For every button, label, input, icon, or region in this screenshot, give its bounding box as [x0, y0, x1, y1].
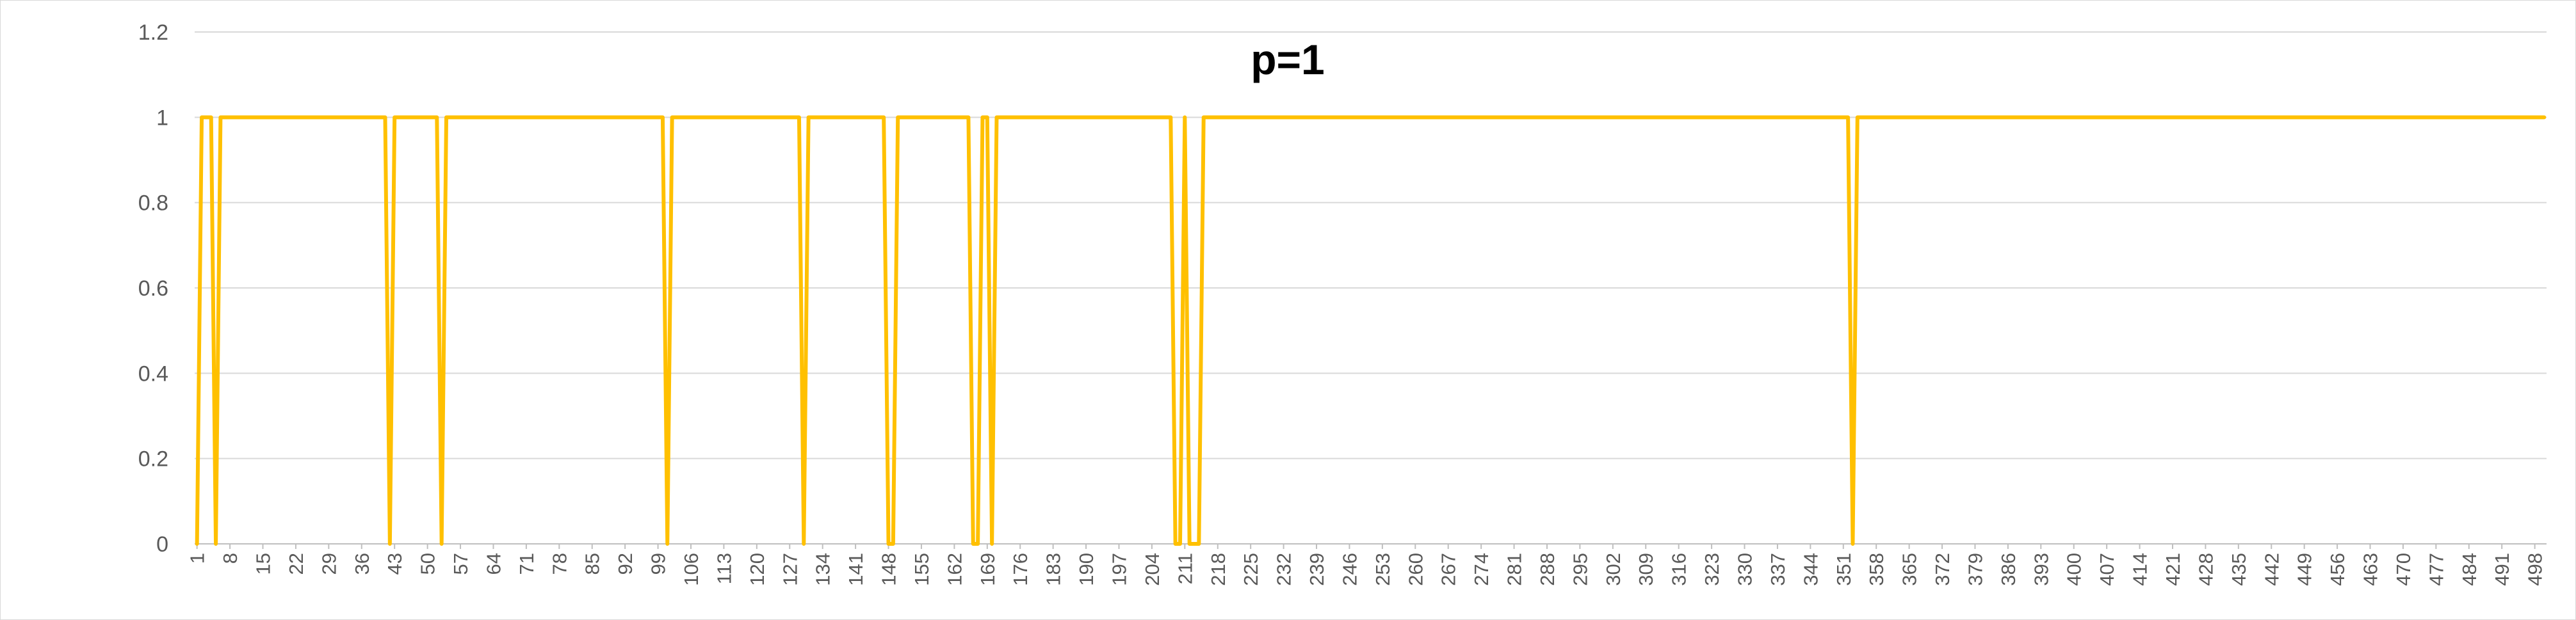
x-tick-label: 393: [2030, 553, 2052, 586]
x-tick-label: 351: [1833, 553, 1855, 586]
x-tick-label: 246: [1338, 553, 1361, 586]
x-tick-label: 316: [1668, 553, 1690, 586]
x-tick-label: 463: [2360, 553, 2382, 586]
x-tick-label: 302: [1602, 553, 1624, 586]
gridlines: [195, 31, 2547, 544]
x-tick-label: 197: [1108, 553, 1130, 586]
x-tick-label: 176: [1009, 553, 1032, 586]
y-tick-label: 0.8: [138, 191, 168, 216]
x-tick-label: 120: [746, 553, 768, 586]
x-tick-label: 1: [186, 553, 209, 564]
x-tick-label: 148: [878, 553, 900, 586]
x-tick-label: 71: [515, 553, 538, 575]
x-tick-label: 288: [1536, 553, 1559, 586]
x-tick-label: 358: [1865, 553, 1888, 586]
x-tick-label: 337: [1767, 553, 1789, 586]
x-tick-label: 456: [2326, 553, 2349, 586]
x-tick-label: 253: [1372, 553, 1394, 586]
x-tick-label: 407: [2096, 553, 2118, 586]
x-tick-label: 50: [417, 553, 439, 575]
y-tick-label: 1.2: [138, 20, 168, 45]
y-tick-label: 0: [156, 532, 168, 557]
x-tick-label: 435: [2228, 553, 2250, 586]
x-tick-label: 260: [1404, 553, 1427, 586]
x-tick-label: 267: [1438, 553, 1460, 586]
x-tick-label: 274: [1470, 553, 1493, 586]
x-tick-label: 99: [647, 553, 670, 575]
x-tick-label: 204: [1141, 553, 1163, 586]
x-tick-label: 344: [1799, 553, 1822, 586]
x-tick-label: 134: [812, 553, 834, 586]
y-tick-label: 0.4: [138, 362, 168, 386]
series-layer: [195, 115, 2547, 546]
x-tick-label: 162: [943, 553, 966, 586]
x-tick-label: 218: [1207, 553, 1229, 586]
x-tick-label: 498: [2524, 553, 2547, 586]
x-tick-label: 29: [318, 553, 340, 575]
x-tick-label: 106: [680, 553, 702, 586]
x-tick-label: 379: [1964, 553, 1986, 586]
x-tick-label: 127: [779, 553, 801, 586]
x-tick-label: 92: [614, 553, 636, 575]
x-tick-label: 365: [1899, 553, 1921, 586]
x-tick-label: 442: [2260, 553, 2283, 586]
x-tick-label: 8: [219, 553, 241, 564]
y-tick-label: 1: [156, 106, 168, 130]
x-tick-label: 169: [976, 553, 999, 586]
x-tick-label: 400: [2063, 553, 2086, 586]
y-tick-label: 0.2: [138, 447, 168, 472]
x-tick-label: 330: [1734, 553, 1756, 586]
x-tick-label: 309: [1635, 553, 1657, 586]
y-axis-ticks: 0 0.2 0.4 0.6 0.8 1 1.2: [138, 20, 168, 557]
x-tick-label: 295: [1569, 553, 1591, 586]
x-tick-label: 225: [1240, 553, 1262, 586]
x-tick-label: 484: [2458, 553, 2481, 586]
x-tick-label: 232: [1273, 553, 1295, 586]
x-tick-label: 323: [1701, 553, 1723, 586]
x-tick-label: 78: [548, 553, 571, 575]
x-tick-label: 281: [1503, 553, 1526, 586]
y-tick-label: 0.6: [138, 276, 168, 301]
chart-title: p=1: [1251, 36, 1325, 83]
x-tick-label: 414: [2129, 553, 2151, 586]
x-tick-label: 64: [482, 553, 505, 575]
x-tick-label: 183: [1042, 553, 1065, 586]
x-tick-label: 421: [2162, 553, 2184, 586]
x-tick-label: 449: [2294, 553, 2316, 586]
x-tick-label: 211: [1174, 553, 1196, 584]
x-tick-label: 372: [1931, 553, 1954, 586]
x-tick-label: 141: [845, 553, 867, 586]
x-tick-label: 57: [450, 553, 472, 575]
x-tick-label: 85: [581, 553, 604, 575]
x-tick-label: 113: [713, 553, 735, 584]
x-tick-label: 470: [2392, 553, 2415, 586]
x-tick-label: 15: [252, 553, 275, 575]
x-axis-ticks: 1 8 15 22 29 36 43 50 57 64 71 78 85 92 99 106 113 120 127…: [186, 544, 2547, 586]
x-tick-label: 239: [1306, 553, 1328, 586]
x-tick-label: 491: [2491, 553, 2513, 586]
x-tick-label: 22: [285, 553, 307, 575]
x-tick-label: 155: [911, 553, 933, 586]
x-tick-label: 43: [384, 553, 406, 575]
x-tick-label: 428: [2194, 553, 2217, 586]
x-tick-label: 190: [1075, 553, 1098, 586]
x-tick-label: 386: [1997, 553, 2020, 586]
x-tick-label: 36: [351, 553, 373, 575]
series-line: [195, 115, 2547, 546]
x-tick-label: 477: [2425, 553, 2447, 586]
